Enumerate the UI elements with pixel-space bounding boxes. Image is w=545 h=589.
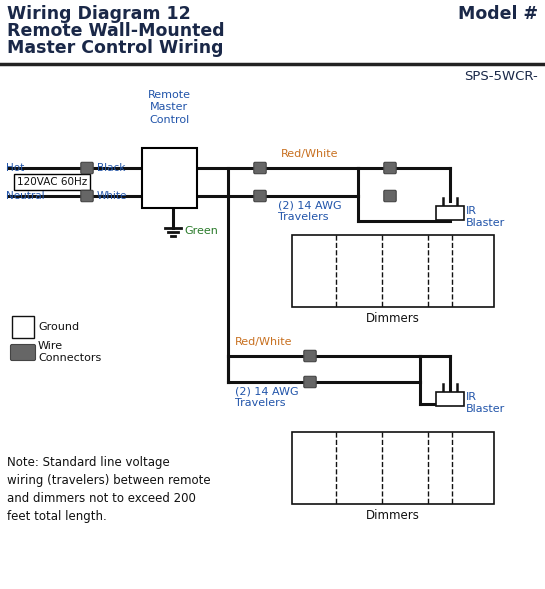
Text: Dimmers: Dimmers: [366, 312, 420, 325]
FancyBboxPatch shape: [81, 190, 93, 201]
Text: Red/White: Red/White: [235, 337, 293, 347]
Text: Dimmers: Dimmers: [366, 509, 420, 522]
Bar: [12, 316, 34, 338]
Text: IR
Blaster: IR Blaster: [466, 206, 505, 227]
Bar: [292, 235, 494, 307]
Text: Hot: Hot: [6, 163, 24, 173]
Text: 120VAC 60Hz: 120VAC 60Hz: [17, 177, 87, 187]
FancyBboxPatch shape: [254, 190, 266, 201]
Bar: [142, 148, 197, 208]
FancyBboxPatch shape: [304, 376, 316, 388]
FancyBboxPatch shape: [254, 163, 266, 174]
Text: Remote
Master
Control: Remote Master Control: [148, 90, 191, 125]
Text: Model #: Model #: [458, 5, 538, 23]
FancyBboxPatch shape: [10, 345, 35, 360]
Text: (2) 14 AWG
Travelers: (2) 14 AWG Travelers: [235, 386, 299, 408]
Text: Green: Green: [184, 226, 218, 236]
Bar: [292, 432, 494, 504]
Bar: [436, 206, 464, 220]
Text: Black: Black: [97, 163, 125, 173]
Text: IR
Blaster: IR Blaster: [466, 392, 505, 413]
FancyBboxPatch shape: [304, 350, 316, 362]
FancyBboxPatch shape: [384, 190, 396, 201]
Text: Ground: Ground: [38, 322, 79, 332]
Text: White: White: [97, 191, 128, 201]
Bar: [14, 174, 90, 190]
Text: Remote Wall-Mounted: Remote Wall-Mounted: [7, 22, 225, 40]
Text: Neutral: Neutral: [6, 191, 45, 201]
Text: Wiring Diagram 12: Wiring Diagram 12: [7, 5, 191, 23]
Text: Red/White: Red/White: [281, 149, 339, 159]
FancyBboxPatch shape: [384, 163, 396, 174]
Text: (2) 14 AWG
Travelers: (2) 14 AWG Travelers: [278, 200, 342, 221]
Text: Note: Standard line voltage
wiring (travelers) between remote
and dimmers not to: Note: Standard line voltage wiring (trav…: [7, 456, 210, 523]
Text: Wire
Connectors: Wire Connectors: [38, 341, 101, 363]
FancyBboxPatch shape: [81, 163, 93, 174]
Text: SPS-5WCR-: SPS-5WCR-: [464, 70, 538, 83]
Text: Master Control Wiring: Master Control Wiring: [7, 39, 223, 57]
Bar: [436, 392, 464, 406]
